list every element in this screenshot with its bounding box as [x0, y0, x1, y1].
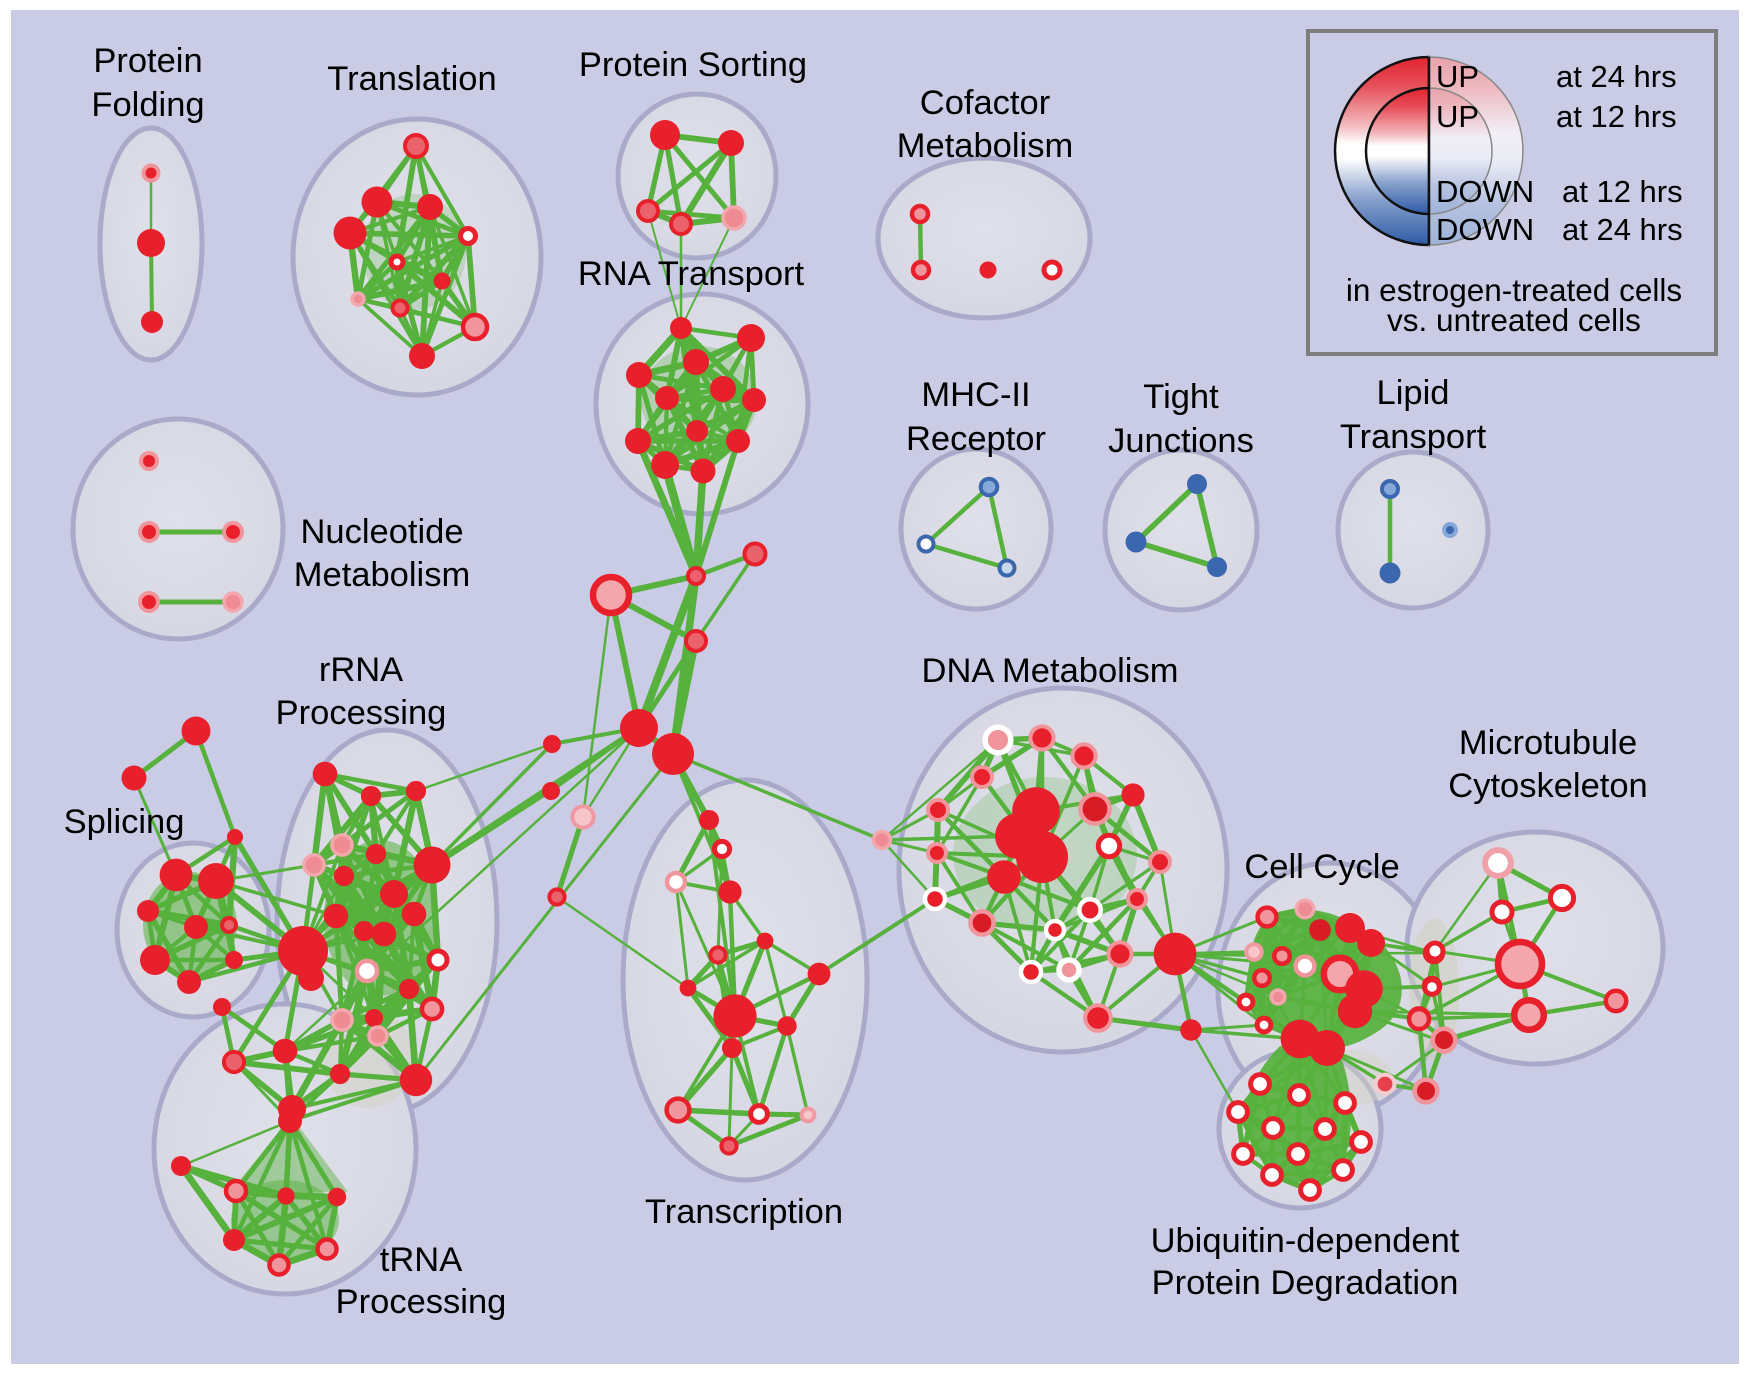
- svg-text:Metabolism: Metabolism: [294, 556, 470, 594]
- svg-text:DOWN: DOWN: [1436, 174, 1534, 209]
- svg-text:Transcription: Transcription: [645, 1193, 843, 1231]
- svg-text:Ubiquitin-dependent: Ubiquitin-dependent: [1151, 1222, 1460, 1260]
- svg-text:RNA Transport: RNA Transport: [578, 255, 805, 293]
- svg-text:at 12 hrs: at 12 hrs: [1562, 174, 1683, 209]
- svg-text:DOWN: DOWN: [1436, 212, 1534, 247]
- svg-text:Protein Degradation: Protein Degradation: [1152, 1264, 1459, 1302]
- svg-text:at 24 hrs: at 24 hrs: [1562, 212, 1683, 247]
- svg-text:Microtubule: Microtubule: [1459, 724, 1637, 762]
- svg-text:Processing: Processing: [336, 1283, 507, 1321]
- svg-text:at 12 hrs: at 12 hrs: [1556, 99, 1677, 134]
- svg-text:Splicing: Splicing: [64, 803, 185, 841]
- svg-text:Nucleotide: Nucleotide: [300, 513, 463, 551]
- svg-text:Cofactor: Cofactor: [920, 84, 1050, 122]
- svg-text:DNA Metabolism: DNA Metabolism: [922, 652, 1179, 690]
- svg-text:Processing: Processing: [276, 694, 447, 732]
- svg-text:vs. untreated cells: vs. untreated cells: [1387, 302, 1641, 338]
- svg-text:in estrogen-treated cells: in estrogen-treated cells: [1346, 272, 1682, 308]
- svg-text:Receptor: Receptor: [906, 420, 1046, 458]
- svg-text:rRNA: rRNA: [319, 651, 403, 689]
- svg-text:Tight: Tight: [1143, 378, 1219, 416]
- svg-text:Junctions: Junctions: [1108, 422, 1254, 460]
- svg-text:tRNA: tRNA: [380, 1241, 462, 1279]
- svg-text:UP: UP: [1436, 59, 1479, 94]
- svg-text:Metabolism: Metabolism: [897, 127, 1073, 165]
- svg-text:Transport: Transport: [1340, 418, 1487, 456]
- svg-text:at 24 hrs: at 24 hrs: [1556, 59, 1677, 94]
- svg-text:Cell Cycle: Cell Cycle: [1244, 848, 1399, 886]
- svg-text:Protein Sorting: Protein Sorting: [579, 46, 807, 84]
- svg-text:Translation: Translation: [327, 60, 496, 98]
- svg-text:UP: UP: [1436, 99, 1479, 134]
- svg-text:Lipid: Lipid: [1377, 374, 1450, 412]
- svg-text:Protein: Protein: [93, 42, 202, 80]
- svg-text:Cytoskeleton: Cytoskeleton: [1448, 767, 1647, 805]
- svg-text:MHC-II: MHC-II: [921, 376, 1030, 414]
- svg-text:Folding: Folding: [91, 86, 204, 124]
